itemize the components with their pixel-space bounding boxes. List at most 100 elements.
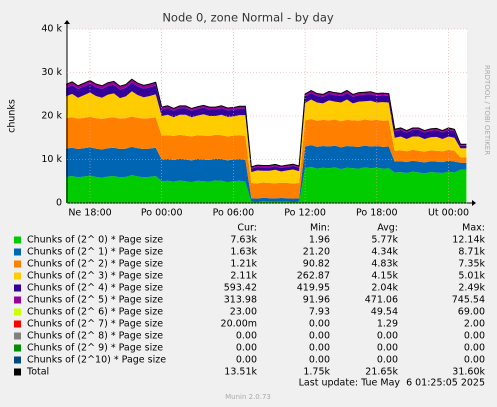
legend-stat: 0.00 [464,343,485,354]
legend-stat: 1.29 [377,319,398,330]
legend-stat: 7.63k [230,235,257,246]
legend-label: Chunks of (2^ 6) * Page size [27,307,163,318]
legend-stat: 21.20 [303,247,330,258]
y-tick-label: 0 [56,198,62,209]
last-update: Last update: Tue May 6 01:25:05 2025 [299,378,485,389]
legend-stat: 91.96 [303,295,330,306]
legend-label: Chunks of (2^ 7) * Page size [27,319,163,330]
legend-label: Chunks of (2^ 0) * Page size [27,235,163,246]
legend-stat: 0.00 [464,355,485,366]
area [66,91,467,184]
legend-stat: 2.11k [230,271,257,282]
y-axis-arrow [64,20,70,24]
legend-stat: 7.35k [458,259,485,270]
legend-swatch [14,248,21,256]
legend-stat: 1.21k [230,259,257,270]
legend-swatch [14,284,21,292]
legend-stat: 2.49k [458,283,485,294]
x-tick-label: Po 00:00 [141,208,183,219]
legend-swatch [14,308,21,316]
legend-stat: 13.51k [224,367,257,378]
legend-swatch [14,356,21,364]
legend-swatch [14,344,21,352]
legend-stat: 0.00 [236,331,257,342]
legend-swatch [14,368,21,376]
legend-stat: 90.82 [303,259,330,270]
legend-stat: 31.60k [452,367,485,378]
legend-stat: 5.01k [458,271,485,282]
total-line [65,78,467,168]
y-tick-label: 30 k [41,67,62,78]
y-axis-label: chunks [7,99,18,133]
legend-stat: 8.71k [458,247,485,258]
area [66,116,467,199]
legend-swatch [14,320,21,328]
legend-stat: 4.34k [371,247,398,258]
legend-header: Max: [462,223,485,234]
legend-header: Cur: [237,223,257,234]
x-tick-label: Po 12:00 [284,208,326,219]
y-tick-label: 40 k [41,24,62,35]
legend-stat: 593.42 [224,283,257,294]
legend-stat: 0.00 [377,355,398,366]
legend-stat: 12.14k [452,235,485,246]
legend-label: Total [26,367,49,378]
legend-stat: 21.65k [365,367,398,378]
legend-stat: 0.00 [309,355,330,366]
legend-stat: 20.00m [221,319,257,330]
legend-swatch [14,260,21,268]
legend-label: Chunks of (2^ 4) * Page size [27,283,163,294]
x-tick-label: Po 18:00 [356,208,398,219]
legend-stat: 49.54 [371,307,398,318]
legend-stat: 0.00 [309,319,330,330]
x-axis-arrow [472,200,476,206]
x-tick-label: Ut 00:00 [428,208,469,219]
side-text: RRDTOOL / TOBI OETIKER [483,65,491,155]
legend-label: Chunks of (2^ 2) * Page size [27,259,163,270]
legend-stat: 0.00 [464,331,485,342]
legend-swatch [14,272,21,280]
legend-label: Chunks of (2^ 3) * Page size [27,271,163,282]
legend-stat: 419.95 [297,283,330,294]
legend-label: Chunks of (2^ 8) * Page size [27,331,163,342]
x-tick-label: Ne 18:00 [68,208,111,219]
legend-swatch [14,236,21,244]
area [66,166,467,203]
legend-stat: 2.00 [464,319,485,330]
legend-swatch [14,296,21,304]
chart-title: Node 0, zone Normal - by day [162,11,334,25]
legend-stat: 2.04k [371,283,398,294]
legend-label: Chunks of (2^ 1) * Page size [27,247,163,258]
legend-stat: 1.75k [303,367,330,378]
legend-stat: 1.63k [230,247,257,258]
legend-stat: 745.54 [452,295,485,306]
legend-stat: 4.15k [371,271,398,282]
legend-stat: 7.93 [309,307,330,318]
legend-stat: 0.00 [377,343,398,354]
legend-stat: 4.83k [371,259,398,270]
legend-stat: 1.96 [309,235,330,246]
legend-label: Chunks of (2^ 5) * Page size [27,295,163,306]
legend-header: Min: [310,223,330,234]
y-tick-label: 20 k [41,111,62,122]
x-tick-label: Po 06:00 [213,208,255,219]
legend-stat: 262.87 [297,271,330,282]
y-tick-label: 10 k [41,154,62,165]
legend-label: Chunks of (2^ 9) * Page size [27,343,163,354]
legend-stat: 313.98 [224,295,257,306]
legend-header: Avg: [377,223,398,234]
legend-stat: 471.06 [365,295,398,306]
legend-stat: 5.77k [371,235,398,246]
legend-label: Chunks of (2^10) * Page size [27,355,166,366]
legend-stat: 0.00 [236,343,257,354]
area [66,82,467,173]
footer: Munin 2.0.73 [225,393,271,401]
legend-stat: 0.00 [377,331,398,342]
legend-stat: 23.00 [230,307,257,318]
legend-stat: 69.00 [458,307,485,318]
legend-stat: 0.00 [236,355,257,366]
legend-stat: 0.00 [309,331,330,342]
legend-stat: 0.00 [309,343,330,354]
legend-swatch [14,332,21,340]
